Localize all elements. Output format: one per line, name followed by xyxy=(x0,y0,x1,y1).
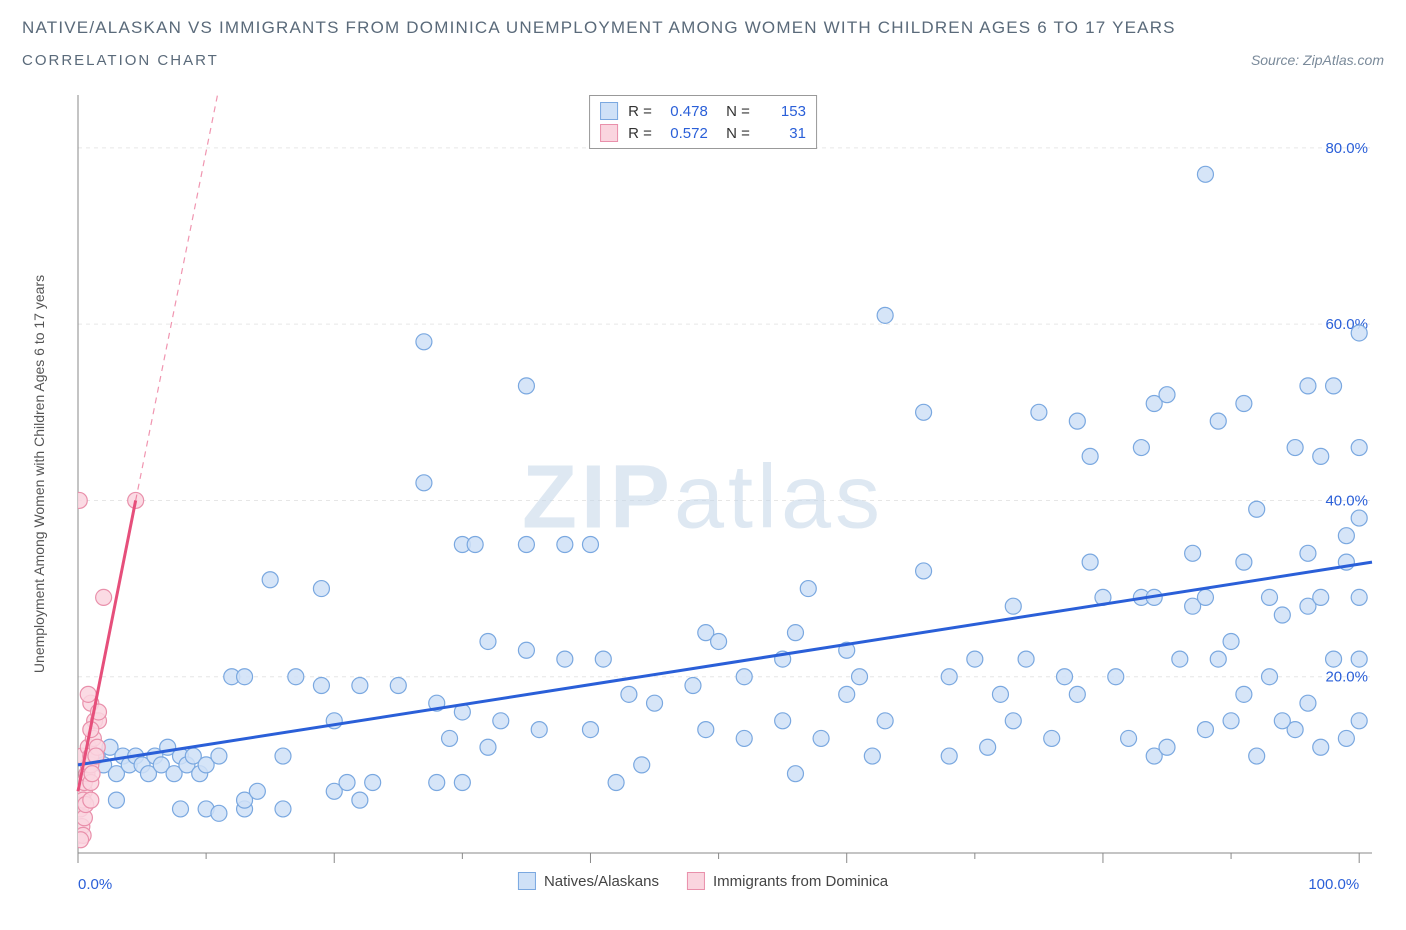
stats-row: R = 0.572 N = 31 xyxy=(600,122,806,144)
y-axis-label: Unemployment Among Women with Children A… xyxy=(31,275,47,673)
page-title: NATIVE/ALASKAN VS IMMIGRANTS FROM DOMINI… xyxy=(22,18,1384,38)
legend-swatch xyxy=(600,102,618,120)
series-natives-alaskans xyxy=(83,166,1367,821)
x-tick-label: 0.0% xyxy=(78,876,112,893)
stat-r-label: R = xyxy=(628,103,652,120)
series-legend: Natives/Alaskans Immigrants from Dominica xyxy=(518,872,888,890)
scatter-chart: 0.0%100.0%20.0%40.0%60.0%80.0%Unemployme… xyxy=(22,95,1384,910)
source-label: Source: ZipAtlas.com xyxy=(1251,52,1384,68)
stat-r-value: 0.478 xyxy=(662,103,708,120)
y-tick-label: 80.0% xyxy=(1325,140,1368,157)
y-tick-label: 20.0% xyxy=(1325,669,1368,686)
chart-container: 0.0%100.0%20.0%40.0%60.0%80.0%Unemployme… xyxy=(22,95,1384,910)
page-subtitle: CORRELATION CHART xyxy=(22,52,219,69)
series-immigrants-from-dominica xyxy=(70,492,144,847)
legend-item: Natives/Alaskans xyxy=(518,872,659,890)
legend-swatch xyxy=(687,872,705,890)
legend-label: Natives/Alaskans xyxy=(544,873,659,890)
y-tick-label: 40.0% xyxy=(1325,492,1368,509)
legend-swatch xyxy=(518,872,536,890)
legend-item: Immigrants from Dominica xyxy=(687,872,888,890)
stats-row: R = 0.478 N = 153 xyxy=(600,100,806,122)
stat-r-label: R = xyxy=(628,125,652,142)
stat-n-value: 153 xyxy=(760,103,806,120)
stat-r-value: 0.572 xyxy=(662,125,708,142)
stat-n-value: 31 xyxy=(760,125,806,142)
stats-legend: R = 0.478 N = 153 R = 0.572 N = 31 xyxy=(589,95,817,149)
stat-n-label: N = xyxy=(718,125,750,142)
legend-label: Immigrants from Dominica xyxy=(713,873,888,890)
stat-n-label: N = xyxy=(718,103,750,120)
x-tick-label: 100.0% xyxy=(1308,876,1359,893)
legend-swatch xyxy=(600,124,618,142)
